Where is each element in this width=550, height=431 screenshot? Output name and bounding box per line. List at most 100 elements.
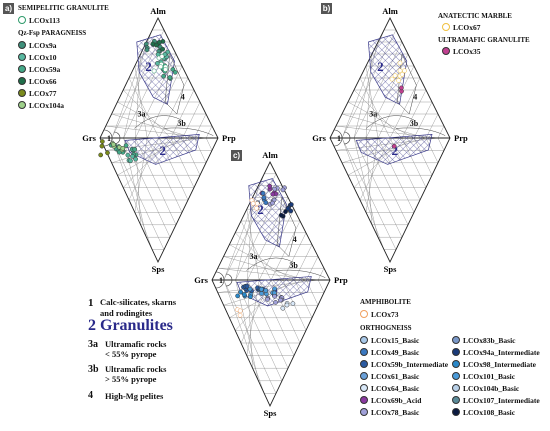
filled-circle-icon — [360, 396, 368, 404]
sample-point — [161, 73, 167, 79]
key-1-text1: Calc-silicates, skarns — [100, 297, 177, 307]
filled-circle-icon — [18, 77, 26, 85]
sample-point — [289, 202, 294, 207]
field-label-3a: 3a — [369, 109, 377, 118]
sample-point — [284, 302, 290, 308]
legend-a-item: LCOx104a — [18, 101, 64, 113]
filled-circle-icon — [360, 408, 368, 416]
panel-a-tag: a) — [3, 3, 14, 14]
sample-point — [270, 191, 276, 197]
vertex-label-left: Grs — [194, 275, 208, 285]
sample-point — [237, 308, 243, 314]
sample-point — [158, 64, 164, 70]
filled-circle-icon — [452, 360, 460, 368]
legend-c-item: LCOx78_Basic — [360, 408, 448, 420]
sample-point — [125, 152, 131, 158]
filled-circle-icon — [360, 384, 368, 392]
sample-point — [265, 296, 270, 302]
vertex-label-top: Alm — [382, 6, 398, 16]
filled-circle-icon — [452, 384, 460, 392]
key-4-num: 4 — [88, 390, 93, 401]
sample-point — [272, 293, 277, 299]
legend-a-item: LCOx10 — [18, 53, 64, 65]
sample-point — [167, 75, 173, 80]
legend-c-item: LCOx15_Basic — [360, 336, 448, 348]
key-4-text: High-Mg pelites — [105, 391, 164, 401]
field-label-2: 2 — [145, 59, 152, 74]
vertex-label-right: Prp — [334, 275, 348, 285]
sample-point — [254, 201, 260, 206]
field-label-1: 1 — [107, 134, 111, 143]
sample-point — [154, 42, 159, 48]
legend-c-item: LCOx59b_Intermediate — [360, 360, 448, 372]
sample-point — [144, 47, 150, 53]
sample-point — [270, 200, 275, 206]
filled-circle-icon — [360, 336, 368, 344]
legend-c-item: LCOx69b_Acid — [360, 396, 448, 408]
legend-c-item: LCOx94a_Intermediate — [452, 348, 540, 360]
hatched-circle-icon — [360, 310, 368, 318]
filled-circle-icon — [360, 372, 368, 380]
legend-a-item: LCOx77 — [18, 89, 64, 101]
sample-point — [250, 201, 256, 206]
field-label-4: 4 — [293, 235, 297, 244]
sample-point — [237, 312, 243, 318]
field-label-3a: 3a — [137, 109, 145, 118]
sample-point — [397, 60, 403, 66]
field-label-3a: 3a — [249, 252, 257, 261]
legend-c-group1-title: AMPHIBOLITE — [360, 298, 411, 306]
key-1-num: 1 — [88, 297, 94, 309]
filled-circle-icon — [360, 348, 368, 356]
legend-a-list: LCOx9a LCOx10 LCOx59a LCOx66 LCOx77 LCOx104a — [18, 41, 64, 113]
sample-point — [263, 200, 269, 206]
filled-circle-icon — [452, 372, 460, 380]
sample-point — [273, 300, 278, 305]
sample-point — [261, 195, 267, 200]
sample-point — [254, 205, 259, 211]
sample-point — [392, 73, 398, 78]
vertex-label-bottom: Sps — [152, 264, 165, 274]
sample-point — [172, 69, 178, 75]
panel-c-tag: c) — [231, 150, 242, 161]
legend-a-group1-title: SEMIPELITIC GRANULITE — [18, 4, 109, 12]
legend-c-item: LCOx101_Basic — [452, 372, 540, 384]
sample-point — [99, 139, 105, 144]
sample-point — [120, 146, 126, 151]
panel-b-diagram: Alm Grs Prp Sps 2 2 1 3a 3b 4 — [312, 6, 468, 274]
sample-point — [391, 143, 397, 149]
field-label-3b: 3b — [177, 119, 186, 128]
legend-b-item: LCOx35 — [442, 47, 481, 57]
vertex-label-top: Alm — [150, 6, 166, 16]
sample-point — [399, 85, 404, 91]
sample-point — [402, 68, 407, 74]
sample-point — [399, 71, 405, 77]
sample-point — [278, 297, 283, 303]
legend-c-item: LCOx104b_Basic — [452, 384, 540, 396]
sample-point — [396, 78, 401, 83]
sample-point — [248, 294, 253, 300]
key-3a-text2: < 55% pyrope — [105, 349, 157, 359]
sample-point — [259, 291, 264, 296]
key-3b-text2: > 55% pyrope — [105, 374, 157, 384]
legend-a-item: LCOx9a — [18, 41, 64, 53]
legend-c-item: LCOx61_Basic — [360, 372, 448, 384]
key-3a-text1: Ultramafic rocks — [105, 339, 167, 349]
sample-point — [128, 158, 133, 164]
legend-a-item: LCOx66 — [18, 77, 64, 89]
key-3b-num: 3b — [88, 364, 99, 375]
vertex-label-right: Prp — [222, 133, 236, 143]
sample-point — [283, 209, 288, 214]
field-label-4: 4 — [413, 93, 417, 102]
field-label-2: 2 — [377, 59, 384, 74]
legend-c-item: LCOx107_Intermediate — [452, 396, 540, 408]
field-label-3b: 3b — [289, 261, 298, 270]
filled-circle-icon — [18, 101, 26, 109]
key-3a-num: 3a — [88, 339, 98, 350]
sample-point — [238, 289, 243, 295]
key-2-text: 2 Granulites — [88, 317, 173, 334]
sample-point — [123, 143, 129, 148]
sample-point — [157, 39, 162, 45]
sample-point — [105, 150, 110, 156]
sample-point — [247, 286, 253, 292]
